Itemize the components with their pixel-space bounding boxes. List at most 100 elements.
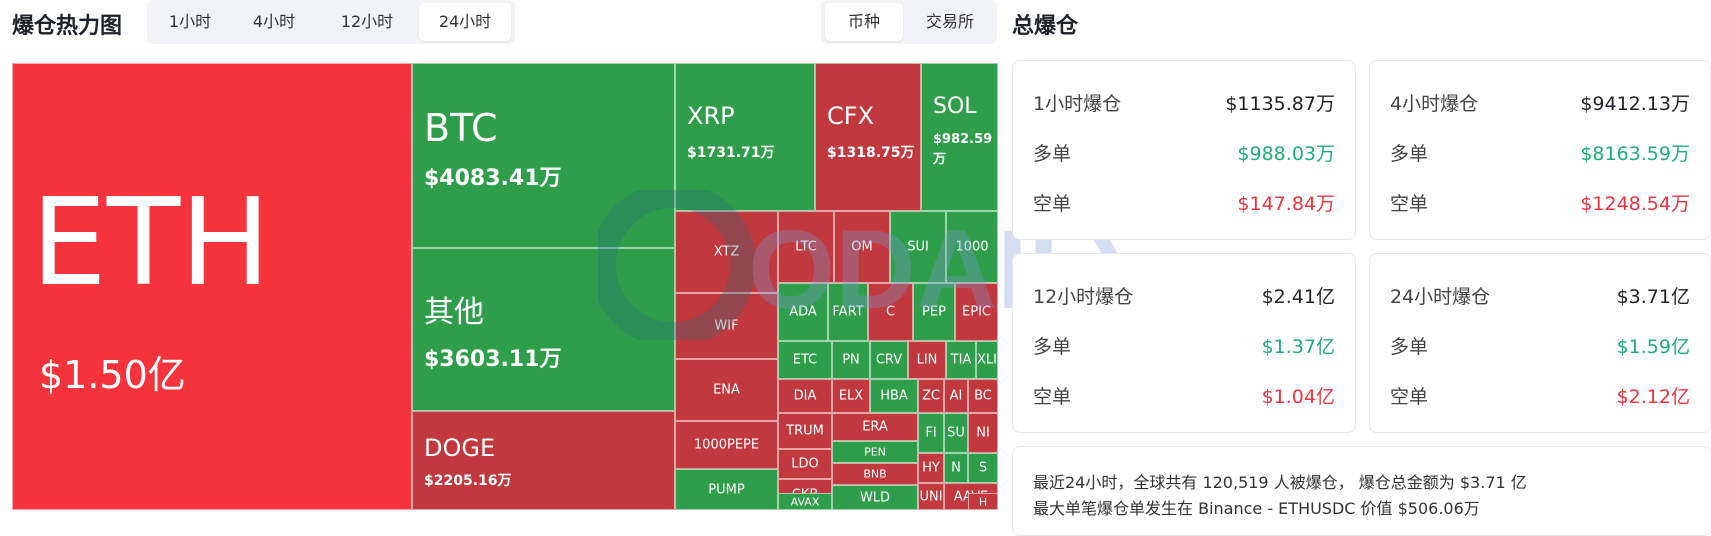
tile-symbol: CFX — [827, 102, 875, 130]
card-row-label: 多单 — [1390, 336, 1429, 358]
summary-line-1: 最近24小时，全球共有 120,519 人被爆仓， 爆仓总金额为 $3.71 亿 — [1033, 473, 1527, 492]
tile-symbol: TRUM — [786, 423, 824, 439]
treemap-tile[interactable]: PEP — [913, 283, 955, 341]
treemap-tile[interactable]: BTC $4083.41万 — [412, 63, 675, 248]
treemap-tile[interactable]: WIF — [675, 293, 778, 359]
treemap-tile[interactable]: ENA — [675, 359, 778, 421]
treemap-tile[interactable]: N — [944, 453, 968, 483]
tile-value: $982.59万 — [933, 132, 993, 167]
card-long-row: 多单 $8163.59万 — [1390, 139, 1690, 165]
treemap-tile[interactable]: ELX — [832, 379, 870, 413]
treemap-tile[interactable]: XTZ — [675, 211, 778, 293]
treemap-tile[interactable]: BNB — [832, 463, 918, 485]
treemap-tile[interactable]: SU — [944, 413, 968, 453]
treemap-tile[interactable]: WLD — [832, 485, 918, 510]
treemap-tile[interactable]: ERA — [832, 413, 918, 441]
treemap-tile[interactable]: CRV — [870, 341, 908, 379]
treemap-tile[interactable]: C — [868, 283, 913, 341]
tile-symbol: SU — [947, 425, 965, 441]
liquidation-card: 1小时爆仓 $1135.87万 多单 $988.03万 空单 $147.84万 — [1012, 60, 1356, 240]
treemap-tile[interactable]: TIA — [946, 341, 976, 379]
treemap-tile[interactable]: BC — [968, 379, 998, 413]
card-long-row: 多单 $1.59亿 — [1390, 332, 1690, 358]
treemap-tile[interactable]: SUI — [890, 211, 946, 283]
treemap-tile[interactable]: FI — [918, 413, 944, 453]
treemap-tile[interactable]: ETC — [778, 341, 832, 379]
liquidation-card: 12小时爆仓 $2.41亿 多单 $1.37亿 空单 $1.04亿 — [1012, 253, 1356, 433]
treemap-tile[interactable]: PEN — [832, 441, 918, 463]
tile-symbol: H — [978, 495, 988, 508]
time-range-tabs: 1小时 4小时 12小时 24小时 — [147, 0, 515, 44]
tile-symbol: N — [951, 460, 961, 476]
tile-value: $2205.16万 — [424, 473, 512, 489]
treemap-tile[interactable]: LTC — [778, 211, 834, 283]
card-row-amount: $3.71亿 — [1616, 286, 1690, 308]
card-total-row: 1小时爆仓 $1135.87万 — [1033, 89, 1335, 115]
treemap-tile[interactable]: EPIC — [955, 283, 998, 341]
tile-symbol: C — [885, 304, 896, 320]
card-row-label: 空单 — [1390, 193, 1429, 215]
card-short-row: 空单 $1.04亿 — [1033, 382, 1335, 408]
tile-symbol: HY — [922, 460, 940, 476]
treemap-tile[interactable]: ETH $1.50亿 — [12, 63, 412, 510]
tab-4h[interactable]: 4小时 — [252, 12, 296, 31]
tile-symbol: NI — [976, 425, 990, 441]
treemap-tile[interactable]: SOL $982.59万 — [921, 63, 998, 211]
treemap-tile[interactable]: CFX $1318.75万 — [815, 63, 921, 211]
card-row-amount: $8163.59万 — [1580, 143, 1690, 165]
tile-value: $4083.41万 — [424, 166, 562, 191]
card-short-row: 空单 $2.12亿 — [1390, 382, 1690, 408]
tile-symbol: LIN — [916, 352, 938, 368]
tile-symbol: SOL — [933, 94, 977, 119]
treemap-tile[interactable]: OM — [834, 211, 890, 283]
tile-symbol: ETC — [792, 352, 818, 368]
treemap-tile[interactable]: HY — [918, 453, 944, 483]
card-row-label: 空单 — [1390, 386, 1429, 408]
treemap-tile[interactable]: TRUM — [778, 413, 832, 449]
card-total-row: 24小时爆仓 $3.71亿 — [1390, 282, 1690, 308]
treemap-tile[interactable]: 其他 $3603.11万 — [412, 248, 675, 411]
tile-symbol: ETH — [31, 174, 271, 313]
tile-symbol: PN — [842, 352, 860, 368]
treemap-tile[interactable]: DIA — [778, 379, 832, 413]
tab-24h[interactable]: 24小时 — [419, 3, 511, 41]
treemap-tile[interactable]: LDO — [778, 449, 832, 479]
treemap-tile[interactable]: UNI — [918, 483, 944, 510]
treemap-tile[interactable]: HBA — [870, 379, 918, 413]
card-row-amount: $2.41亿 — [1261, 286, 1335, 308]
card-row-label: 24小时爆仓 — [1390, 286, 1491, 308]
treemap-tile[interactable]: NI — [968, 413, 998, 453]
treemap-tile[interactable]: S — [968, 453, 998, 483]
tile-symbol: SUI — [907, 239, 929, 255]
treemap-tile[interactable]: LIN — [908, 341, 946, 379]
treemap-tile[interactable]: H — [968, 493, 998, 510]
treemap-tile[interactable]: AVAX — [778, 493, 832, 510]
card-long-row: 多单 $1.37亿 — [1033, 332, 1335, 358]
treemap-tile[interactable]: FART — [828, 283, 868, 341]
treemap-tile[interactable]: DOGE $2205.16万 — [412, 411, 675, 510]
treemap-tile[interactable]: XRP $1731.71万 — [675, 63, 815, 211]
treemap-tile[interactable]: 1000PEPE — [675, 421, 778, 469]
tile-symbol: BNB — [863, 467, 887, 481]
tab-coin[interactable]: 币种 — [825, 3, 903, 41]
card-long-row: 多单 $988.03万 — [1033, 139, 1335, 165]
tile-symbol: XTZ — [713, 244, 740, 260]
tile-symbol: WIF — [714, 318, 739, 334]
tile-symbol: ZC — [922, 388, 940, 404]
treemap-tile[interactable]: XLI — [976, 341, 998, 379]
view-mode-tabs: 币种 交易所 — [821, 0, 997, 44]
tab-exchange[interactable]: 交易所 — [925, 12, 974, 31]
treemap-tile[interactable]: ADA — [778, 283, 828, 341]
liquidation-treemap: ETH $1.50亿 BTC $4083.41万 其他 $3603.11万 DOGE $220… — [12, 63, 998, 510]
tile-symbol: CRV — [875, 352, 903, 368]
treemap-tile[interactable]: AI — [944, 379, 968, 413]
treemap-tile[interactable]: PUMP — [675, 469, 778, 510]
treemap-tile[interactable]: 1000 — [946, 211, 998, 283]
card-row-amount: $1135.87万 — [1225, 93, 1335, 115]
tab-1h[interactable]: 1小时 — [168, 12, 212, 31]
tab-12h[interactable]: 12小时 — [340, 12, 394, 31]
total-liquidation-title: 总爆仓 — [1012, 14, 1079, 39]
treemap-tile[interactable]: PN — [832, 341, 870, 379]
treemap-tile[interactable]: ZC — [918, 379, 944, 413]
card-row-label: 空单 — [1033, 193, 1072, 215]
